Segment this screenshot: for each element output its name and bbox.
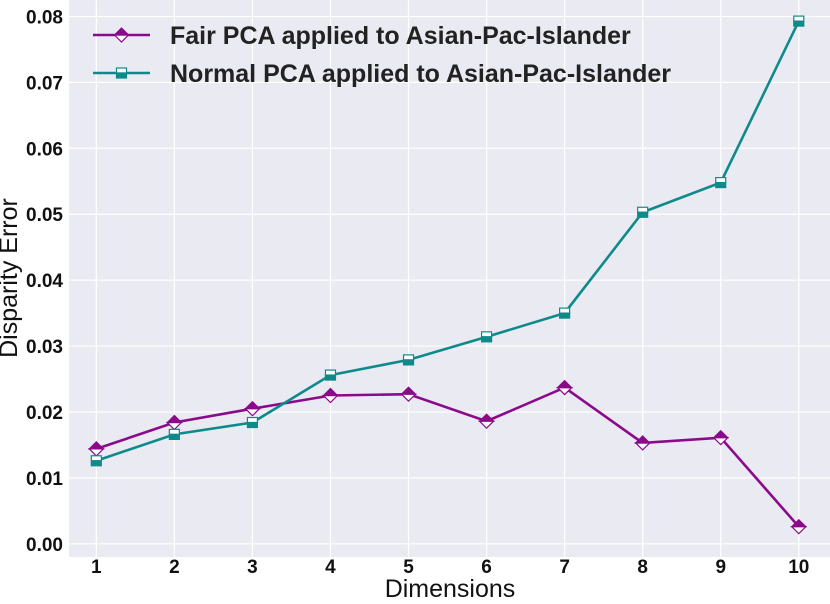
x-tick-label: 7: [559, 557, 570, 578]
legend: Fair PCA applied to Asian-Pac-Islander No…: [93, 22, 671, 88]
data-point: [556, 379, 574, 396]
x-tick-label: 3: [247, 557, 258, 578]
y-axis-title: Disparity Error: [0, 198, 23, 358]
legend-label: Fair PCA applied to Asian-Pac-Islander: [170, 22, 631, 50]
x-tick-label: 5: [403, 557, 414, 578]
data-point: [402, 354, 415, 366]
x-tick-label: 4: [325, 557, 336, 578]
y-tick-label: 0.07: [26, 73, 63, 94]
data-point: [559, 307, 571, 319]
data-point: [793, 15, 805, 27]
y-tick-label: 0.08: [26, 7, 63, 28]
data-point: [400, 386, 417, 403]
legend-label: Normal PCA applied to Asian-Pac-Islander: [170, 60, 671, 88]
data-point: [715, 176, 727, 189]
x-tick-label: 1: [91, 557, 102, 578]
plot-background: [69, 0, 830, 557]
x-tick-label: 8: [637, 557, 648, 578]
axis-ticks: 1 2 3 4 5 6 7 8 9 10 0.00 0.01 0.02 0.03 0.04 0.05 0.06 0…: [26, 7, 809, 578]
y-tick-label: 0.01: [26, 469, 63, 490]
series-line: [95, 386, 800, 528]
y-tick-label: 0.06: [26, 139, 63, 160]
y-tick-label: 0.02: [26, 403, 63, 424]
series-line: [95, 20, 800, 462]
legend-marker: [115, 67, 128, 79]
data-point: [790, 518, 808, 535]
data-point: [246, 416, 259, 429]
data-point: [478, 413, 496, 430]
series-layer: [87, 15, 808, 535]
data-point: [87, 441, 105, 457]
grid-lines: [69, 0, 830, 557]
data-point: [90, 455, 102, 467]
data-point: [168, 428, 180, 440]
series-2: [90, 15, 805, 467]
y-tick-label: 0.03: [26, 337, 63, 358]
y-tick-label: 0.00: [26, 535, 63, 556]
y-tick-label: 0.04: [26, 271, 63, 292]
data-point: [634, 435, 652, 451]
data-point: [165, 414, 183, 431]
data-point: [712, 429, 730, 446]
x-tick-label: 10: [788, 557, 809, 578]
data-point: [637, 206, 649, 218]
data-point: [322, 387, 339, 404]
legend-marker: [113, 27, 130, 43]
legend-item: Fair PCA applied to Asian-Pac-Islander: [93, 22, 631, 50]
legend-item: Normal PCA applied to Asian-Pac-Islander: [93, 60, 671, 88]
x-tick-label: 2: [169, 557, 180, 578]
data-point: [324, 369, 337, 381]
x-tick-label: 9: [715, 557, 726, 578]
y-tick-label: 0.05: [26, 205, 63, 226]
data-point: [480, 331, 493, 343]
x-tick-label: 6: [481, 557, 492, 578]
x-axis-title: Dimensions: [385, 575, 516, 603]
series-1: [87, 379, 808, 535]
data-point: [243, 400, 261, 417]
